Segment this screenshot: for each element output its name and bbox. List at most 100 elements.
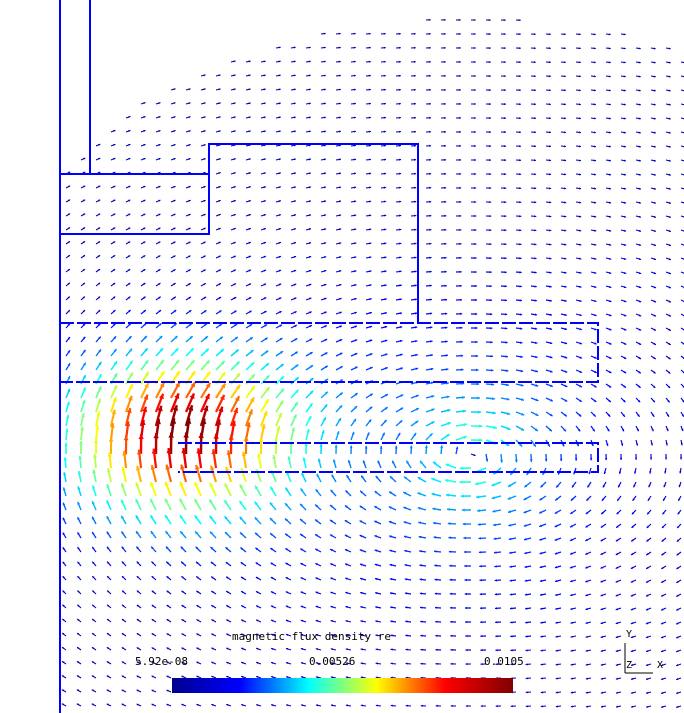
flux-arrow-head [77,561,80,565]
flux-arrow-head [136,689,139,692]
flux-arrow-head [403,492,407,495]
flux-arrow-head [414,242,417,245]
flux-arrow-head [188,116,191,119]
flux-arrow-head [362,460,366,464]
flux-arrow-head [173,255,176,258]
flux-arrow-head [593,131,596,134]
flux-arrow-head [488,19,491,22]
flux-arrow-head [450,704,453,708]
flux-arrow-head [400,367,403,370]
flux-arrow-head [651,428,654,432]
flux-arrow-head [505,355,508,358]
flux-arrow-shaft [680,285,684,288]
flux-arrow-head [504,173,507,176]
flux-arrow-head [623,271,627,275]
flux-arrow-head [200,418,207,425]
flux-arrow-head [649,457,653,460]
flux-arrow-head [593,89,596,92]
flux-arrow-shaft [680,103,684,106]
flux-arrow-shaft [680,229,684,232]
flux-arrow-head [549,187,552,190]
flux-arrow-head [67,241,70,244]
flux-arrow-shaft [680,201,684,204]
flux-arrow-head [443,60,446,63]
flux-arrow-head [278,228,281,231]
flux-arrow-head [92,576,95,579]
flux-arrow-head [579,271,582,274]
flux-arrow-head [578,131,581,134]
flux-arrow-head [310,378,314,382]
flux-arrow-head [233,88,236,91]
flux-arrow-head [398,60,401,63]
flux-arrow-head [638,89,641,92]
flux-arrow-head [255,532,258,536]
flux-arrow-head [623,371,627,374]
flux-arrow-head [83,185,86,188]
flux-arrow-head [235,361,240,366]
flux-arrow-head [330,563,333,566]
flux-arrow-head [308,172,311,175]
flux-arrow-head [196,619,199,622]
flux-arrow-head [637,399,641,403]
flux-arrow-head [77,470,82,475]
flux-arrow-head [211,703,214,706]
flux-arrow-head [593,215,597,218]
flux-arrow-head [430,367,434,371]
flux-arrow-head [354,270,357,273]
flux-arrow-head [473,18,476,22]
flux-arrow-head [384,186,387,189]
flux-arrow-head [309,352,313,355]
flux-arrow-shaft [680,341,684,345]
flux-arrow-head [196,448,202,454]
flux-arrow-head [398,88,401,91]
flux-arrow-head [465,634,468,638]
flux-arrow-head [638,243,642,246]
flux-arrow-head [525,677,528,680]
flux-arrow-head [67,199,71,202]
flux-arrow-shaft [680,271,684,274]
flux-arrow-head [204,323,208,327]
flux-arrow-head [388,506,392,509]
flux-arrow-head [623,356,627,359]
flux-arrow-head [345,634,348,637]
flux-arrow-head [615,566,619,569]
flux-arrow-head [374,535,378,538]
flux-arrow-head [462,395,465,399]
flux-arrow-head [68,171,71,174]
flux-arrow-head [308,130,311,133]
flux-arrow-head [256,675,259,679]
flux-arrow-head [414,298,417,301]
flux-arrow-head [555,607,558,610]
flux-arrow-head [250,362,255,366]
flux-arrow-head [354,406,358,409]
flux-arrow-head [158,144,161,147]
flux-arrow-head [315,591,318,594]
flux-arrow-head [92,531,95,535]
flux-arrow-head [82,269,85,272]
flux-arrow-head [549,313,552,316]
flux-arrow-head [188,269,191,272]
flux-arrow-head [415,353,418,357]
flux-arrow-head [93,439,99,444]
flux-arrow-head [153,433,159,439]
flux-arrow-head [82,362,86,366]
flux-arrow-head [263,241,266,244]
flux-arrow-head [173,241,176,244]
flux-arrow-head [443,130,446,133]
flux-arrow-head [676,650,679,653]
flux-arrow-head [219,323,223,327]
flux-arrow-head [300,533,303,537]
flux-arrow-head [77,618,80,621]
flux-arrow-head [540,691,543,694]
flux-arrow-head [433,550,437,553]
flux-arrow-head [443,74,446,77]
flux-arrow-head [579,327,582,331]
flux-arrow-head [534,215,537,218]
flux-arrow-head [278,74,281,77]
flux-arrow-head [301,472,305,477]
flux-arrow-head [62,604,65,607]
flux-arrow-head [508,484,512,487]
flux-arrow-head [600,607,603,611]
flux-arrow-head [354,325,357,328]
